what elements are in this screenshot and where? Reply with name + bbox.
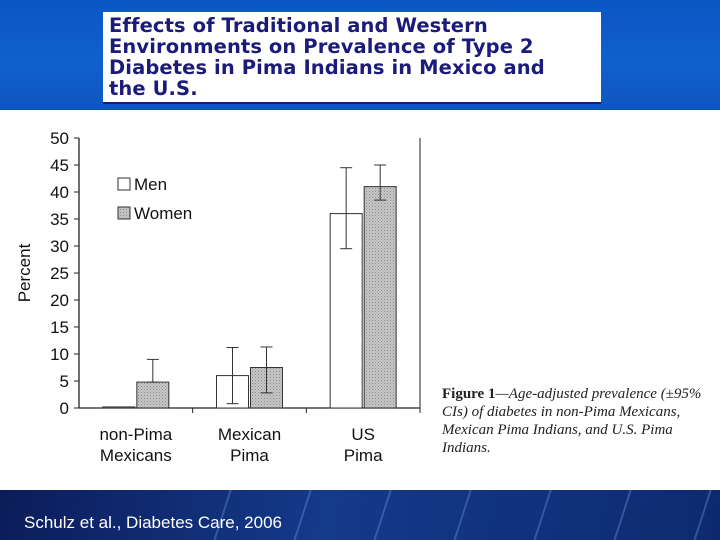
bar-chart: 0 5 10 15 20 25 30 35 40 45 50 Percent non-Pima Mexic…	[15, 129, 421, 465]
x-tick-label: Pima	[230, 446, 269, 465]
y-tick-label: 20	[50, 291, 69, 310]
figure-caption: Figure 1—Age-adjusted prevalence (±95% C…	[442, 385, 714, 457]
bar-men	[102, 406, 136, 409]
x-tick-label: Pima	[344, 446, 383, 465]
y-tick-label: 15	[50, 318, 69, 337]
title-box: Effects of Traditional and Western Envir…	[103, 12, 601, 104]
slide-title: Effects of Traditional and Western Envir…	[109, 14, 545, 100]
y-tick-label: 10	[50, 345, 69, 364]
x-tick-label: Mexicans	[100, 446, 172, 465]
legend-swatch-women	[117, 206, 131, 220]
bar-women	[363, 186, 397, 409]
footer-band	[0, 490, 720, 540]
legend-label-men: Men	[134, 175, 167, 194]
y-tick-label: 40	[50, 183, 69, 202]
citation: Schulz et al., Diabetes Care, 2006	[24, 513, 282, 532]
y-tick-label: 30	[50, 237, 69, 256]
header-band: Effects of Traditional and Western Envir…	[0, 0, 720, 110]
y-tick-label: 50	[50, 129, 69, 148]
x-tick-label: Mexican	[218, 425, 281, 444]
y-tick-label: 45	[50, 156, 69, 175]
x-tick-label: US	[351, 425, 375, 444]
legend-swatch-men	[117, 177, 131, 191]
caption-label: Figure 1	[442, 386, 496, 402]
y-tick-label: 35	[50, 210, 69, 229]
caption-text: —Age-adjusted prevalence (±95% CIs) of d…	[442, 386, 702, 456]
y-tick-label: 25	[50, 264, 69, 283]
legend-label-women: Women	[134, 204, 192, 223]
bar-women	[136, 381, 170, 409]
y-tick-label: 5	[60, 372, 69, 391]
chart-area: 0 5 10 15 20 25 30 35 40 45 50 Percent non-Pima Mexic…	[0, 110, 720, 490]
y-tick-label: 0	[60, 399, 69, 418]
x-tick-label: non-Pima	[99, 425, 172, 444]
y-axis-label: Percent	[15, 243, 34, 302]
